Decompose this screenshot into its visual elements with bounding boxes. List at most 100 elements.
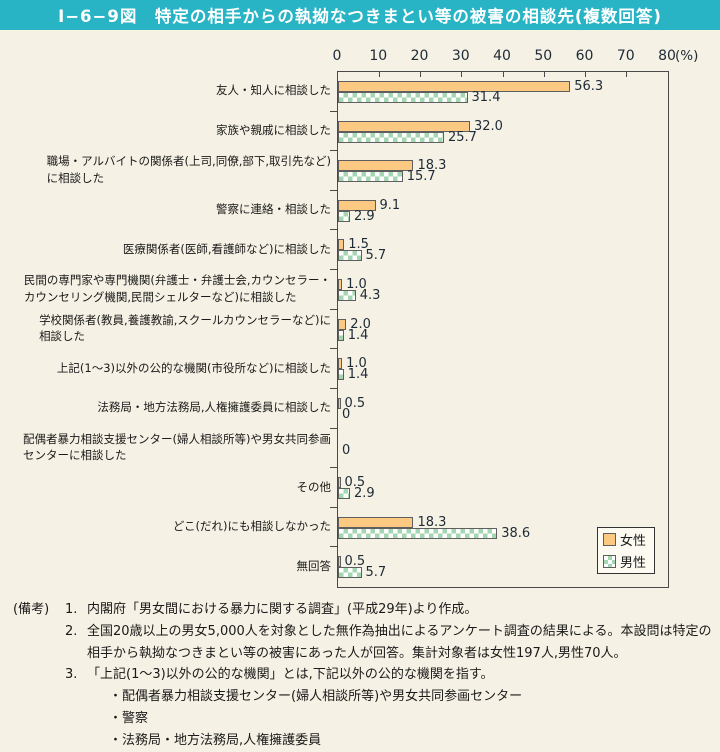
value-label: 32.0 [474, 118, 503, 134]
category-label: 無回答 [4, 546, 332, 586]
female-swatch-icon [603, 533, 616, 547]
value-label: 0.5 [344, 475, 366, 491]
legend-item-female: 女性 [603, 530, 654, 549]
value-label: 56.3 [574, 79, 604, 94]
value-label: 5.7 [365, 248, 387, 264]
note-number: 1. [65, 602, 78, 617]
category-label-text: 無回答 [296, 558, 332, 573]
x-axis-tick-label: 0 [332, 48, 342, 64]
category-boundary-tick [330, 269, 337, 270]
value-label: 5.7 [365, 565, 387, 581]
category-boundary-tick [330, 546, 337, 547]
value-label: 1.4 [347, 327, 369, 343]
category-boundary-tick [330, 309, 337, 310]
legend: 女性 男性 [597, 527, 655, 574]
category-label-text: 医療関係者(医師,看護師など)に相談した [122, 241, 331, 256]
bar-female [338, 81, 571, 92]
category-boundary-tick [330, 348, 337, 349]
bar-chart: 56.3 31.4 32.0 25.7 18.3 15.7 9.1 2.9 1.5 5.7 1.0 4… [0, 30, 720, 598]
value-label: 0.5 [344, 395, 366, 411]
value-label: 18.3 [417, 158, 447, 174]
x-axis-unit-label: (%) [675, 48, 699, 64]
value-label: 1.0 [346, 356, 367, 372]
category-label-text: 警察に連絡・相談した [216, 202, 331, 217]
bar-female [338, 279, 343, 291]
category-label-text: 家族や親戚に相談した [216, 123, 331, 138]
category-label: 配偶者暴力相談支援センター(婦人相談所等)や男女共同参画 センターに相談した [4, 428, 331, 468]
legend-item-male: 男性 [603, 552, 654, 571]
value-label: 38.6 [501, 525, 531, 541]
category-label: 家族や親戚に相談した [4, 111, 331, 151]
value-label: 1.4 [347, 367, 369, 383]
x-axis-tick-label: 30 [451, 48, 470, 64]
value-label: 25.7 [448, 129, 477, 145]
note-bullet: ・警察 [109, 711, 149, 727]
legend-label-female: 女性 [620, 534, 647, 550]
x-axis-tick-label: 60 [575, 48, 594, 64]
note-text: 内閣府「男女間における暴力に関する調査」(平成29年)より作成。 [87, 602, 478, 617]
x-axis-tick-label: 70 [616, 48, 635, 64]
category-label-text: 法務局・地方法務局,人権擁護委員に相談した [97, 400, 331, 415]
category-boundary-tick [330, 150, 337, 151]
category-label: その他 [4, 467, 332, 507]
value-label: 2.9 [353, 486, 375, 502]
category-label-text: 民間の専門家や専門機関(弁護士・弁護士会,カウンセラー・ カウンセリング機関,民… [23, 273, 331, 304]
category-boundary-tick [330, 190, 337, 191]
category-boundary-tick [330, 229, 337, 230]
x-axis-tick-label: 80 [658, 48, 676, 64]
bar-female [338, 199, 376, 211]
bar-female [338, 477, 341, 489]
value-label: 4.3 [359, 288, 381, 304]
value-label: 15.7 [406, 169, 436, 185]
male-swatch-icon [603, 554, 616, 568]
figure-title: Ⅰ−6−9図 特定の相手からの執拗なつきまとい等の被害の相談先(複数回答) [0, 0, 720, 30]
x-axis-tick [585, 72, 586, 77]
category-label: 職場・アルバイトの関係者(上司,同僚,部下,取引先など) に相談した [4, 150, 331, 190]
note-text: 「上記(1〜3)以外の公的な機関」とは,下記以外の公的な機関を指す。 ・配偶者暴力… [87, 664, 713, 751]
bar-female [338, 397, 341, 409]
bar-female [338, 239, 345, 251]
category-label: 友人・知人に相談した [4, 71, 331, 111]
note-number: 2. [65, 623, 78, 639]
bar-female [338, 516, 414, 528]
note-text: 全国20歳以上の男女5,000人を対象とした無作為抽出によるアンケート調査の結果… [87, 623, 712, 661]
bar-female [338, 120, 470, 132]
bar-female [338, 160, 414, 172]
category-label-text: 友人・知人に相談した [216, 83, 331, 98]
value-label-zero: 0 [342, 442, 351, 458]
x-axis-tick [543, 72, 545, 77]
x-axis-tick-label: 50 [534, 48, 553, 64]
category-label: どこ(だれ)にも相談しなかった [4, 507, 331, 547]
bar-male [338, 131, 444, 143]
category-boundary-tick [330, 507, 337, 508]
note-bullet: ・配偶者暴力相談支援センター(婦人相談所等)や男女共同参画センター [109, 689, 523, 705]
x-axis-tick-label: 10 [369, 48, 388, 64]
note-bullet: ・法務局・地方法務局,人権擁護委員 [109, 732, 322, 748]
notes-prefix: (備考) [13, 602, 50, 617]
x-axis-tick [378, 72, 380, 77]
x-axis-tick-label: 40 [493, 48, 511, 64]
x-axis-tick [502, 72, 504, 77]
category-boundary-tick [330, 428, 337, 429]
notes: (備考) 1. 内閣府「男女間における暴力に関する調査」(平成29年)より作成。 2… [13, 599, 713, 752]
category-label: 警察に連絡・相談した [4, 190, 331, 230]
x-axis-tick-label: 20 [410, 48, 429, 64]
note-number: 3. [65, 667, 78, 683]
bar-male [338, 329, 344, 341]
bar-male [338, 527, 498, 539]
x-axis-tick [420, 72, 421, 77]
value-label: 0.5 [344, 554, 366, 570]
bar-male [338, 567, 362, 579]
bar-female [338, 358, 343, 370]
category-label-text: どこ(だれ)にも相談しなかった [172, 519, 331, 534]
category-label-text: 配偶者暴力相談支援センター(婦人相談所等)や男女共同参画 センターに相談した [23, 431, 331, 463]
x-axis-tick [626, 72, 628, 77]
value-label: 0 [342, 406, 351, 422]
bar-male [338, 369, 344, 381]
bar-female [338, 556, 341, 568]
value-label: 31.4 [471, 90, 501, 105]
value-label: 2.9 [353, 208, 375, 224]
category-label-text: 学校関係者(教員,養護教諭,スクールカウンセラーなど)に 相談した [39, 312, 331, 344]
note-bullet-list: ・配偶者暴力相談支援センター(婦人相談所等)や男女共同参画センター ・警察・法務局… [87, 686, 713, 751]
legend-label-male: 男性 [620, 555, 647, 571]
